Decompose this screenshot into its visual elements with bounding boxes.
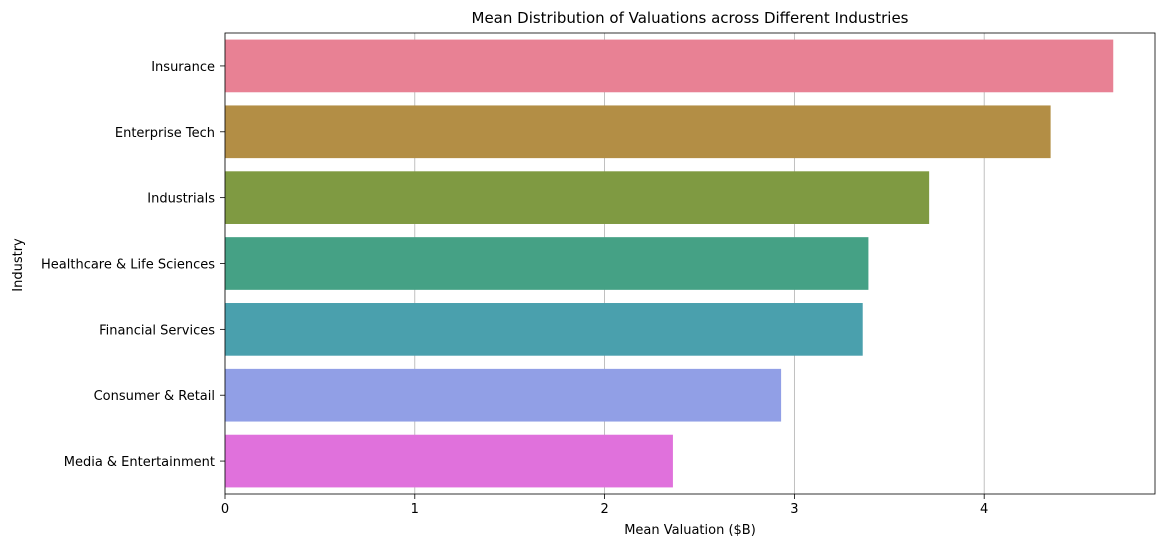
x-tick-label: 4 [980,502,988,517]
x-tick-label: 2 [600,502,608,517]
x-tick-labels: 0 1 2 3 4 [221,502,988,517]
y-tick-label: Industrials [147,192,215,207]
x-tick-label: 0 [221,502,229,517]
bar-consumer-retail [225,368,782,422]
chart-title: Mean Distribution of Valuations across D… [472,9,909,27]
bar-insurance [225,39,1114,93]
y-tick-label: Insurance [151,60,215,75]
y-tick-label: Healthcare & Life Sciences [41,258,215,273]
y-tick-label: Media & Entertainment [64,455,215,470]
bar-industrials [225,171,930,224]
x-tick-label: 3 [790,502,798,517]
y-tick-label: Consumer & Retail [94,389,215,404]
x-tick-label: 1 [411,502,419,517]
y-tick-label: Financial Services [99,323,215,338]
bar-healthcare-life-sciences [225,237,869,290]
bar-media-entertainment [225,434,673,488]
axes [220,32,1156,499]
bar-enterprise-tech [225,105,1051,159]
y-tick-labels: Insurance Enterprise Tech Industrials Healt… [41,60,215,470]
y-axis-label: Industry [11,238,26,292]
x-axis-label: Mean Valuation ($B) [624,523,756,538]
bar-financial-services [225,303,863,356]
y-tick-label: Enterprise Tech [115,126,215,141]
plot-frame [224,32,1156,495]
bars [225,39,1114,488]
